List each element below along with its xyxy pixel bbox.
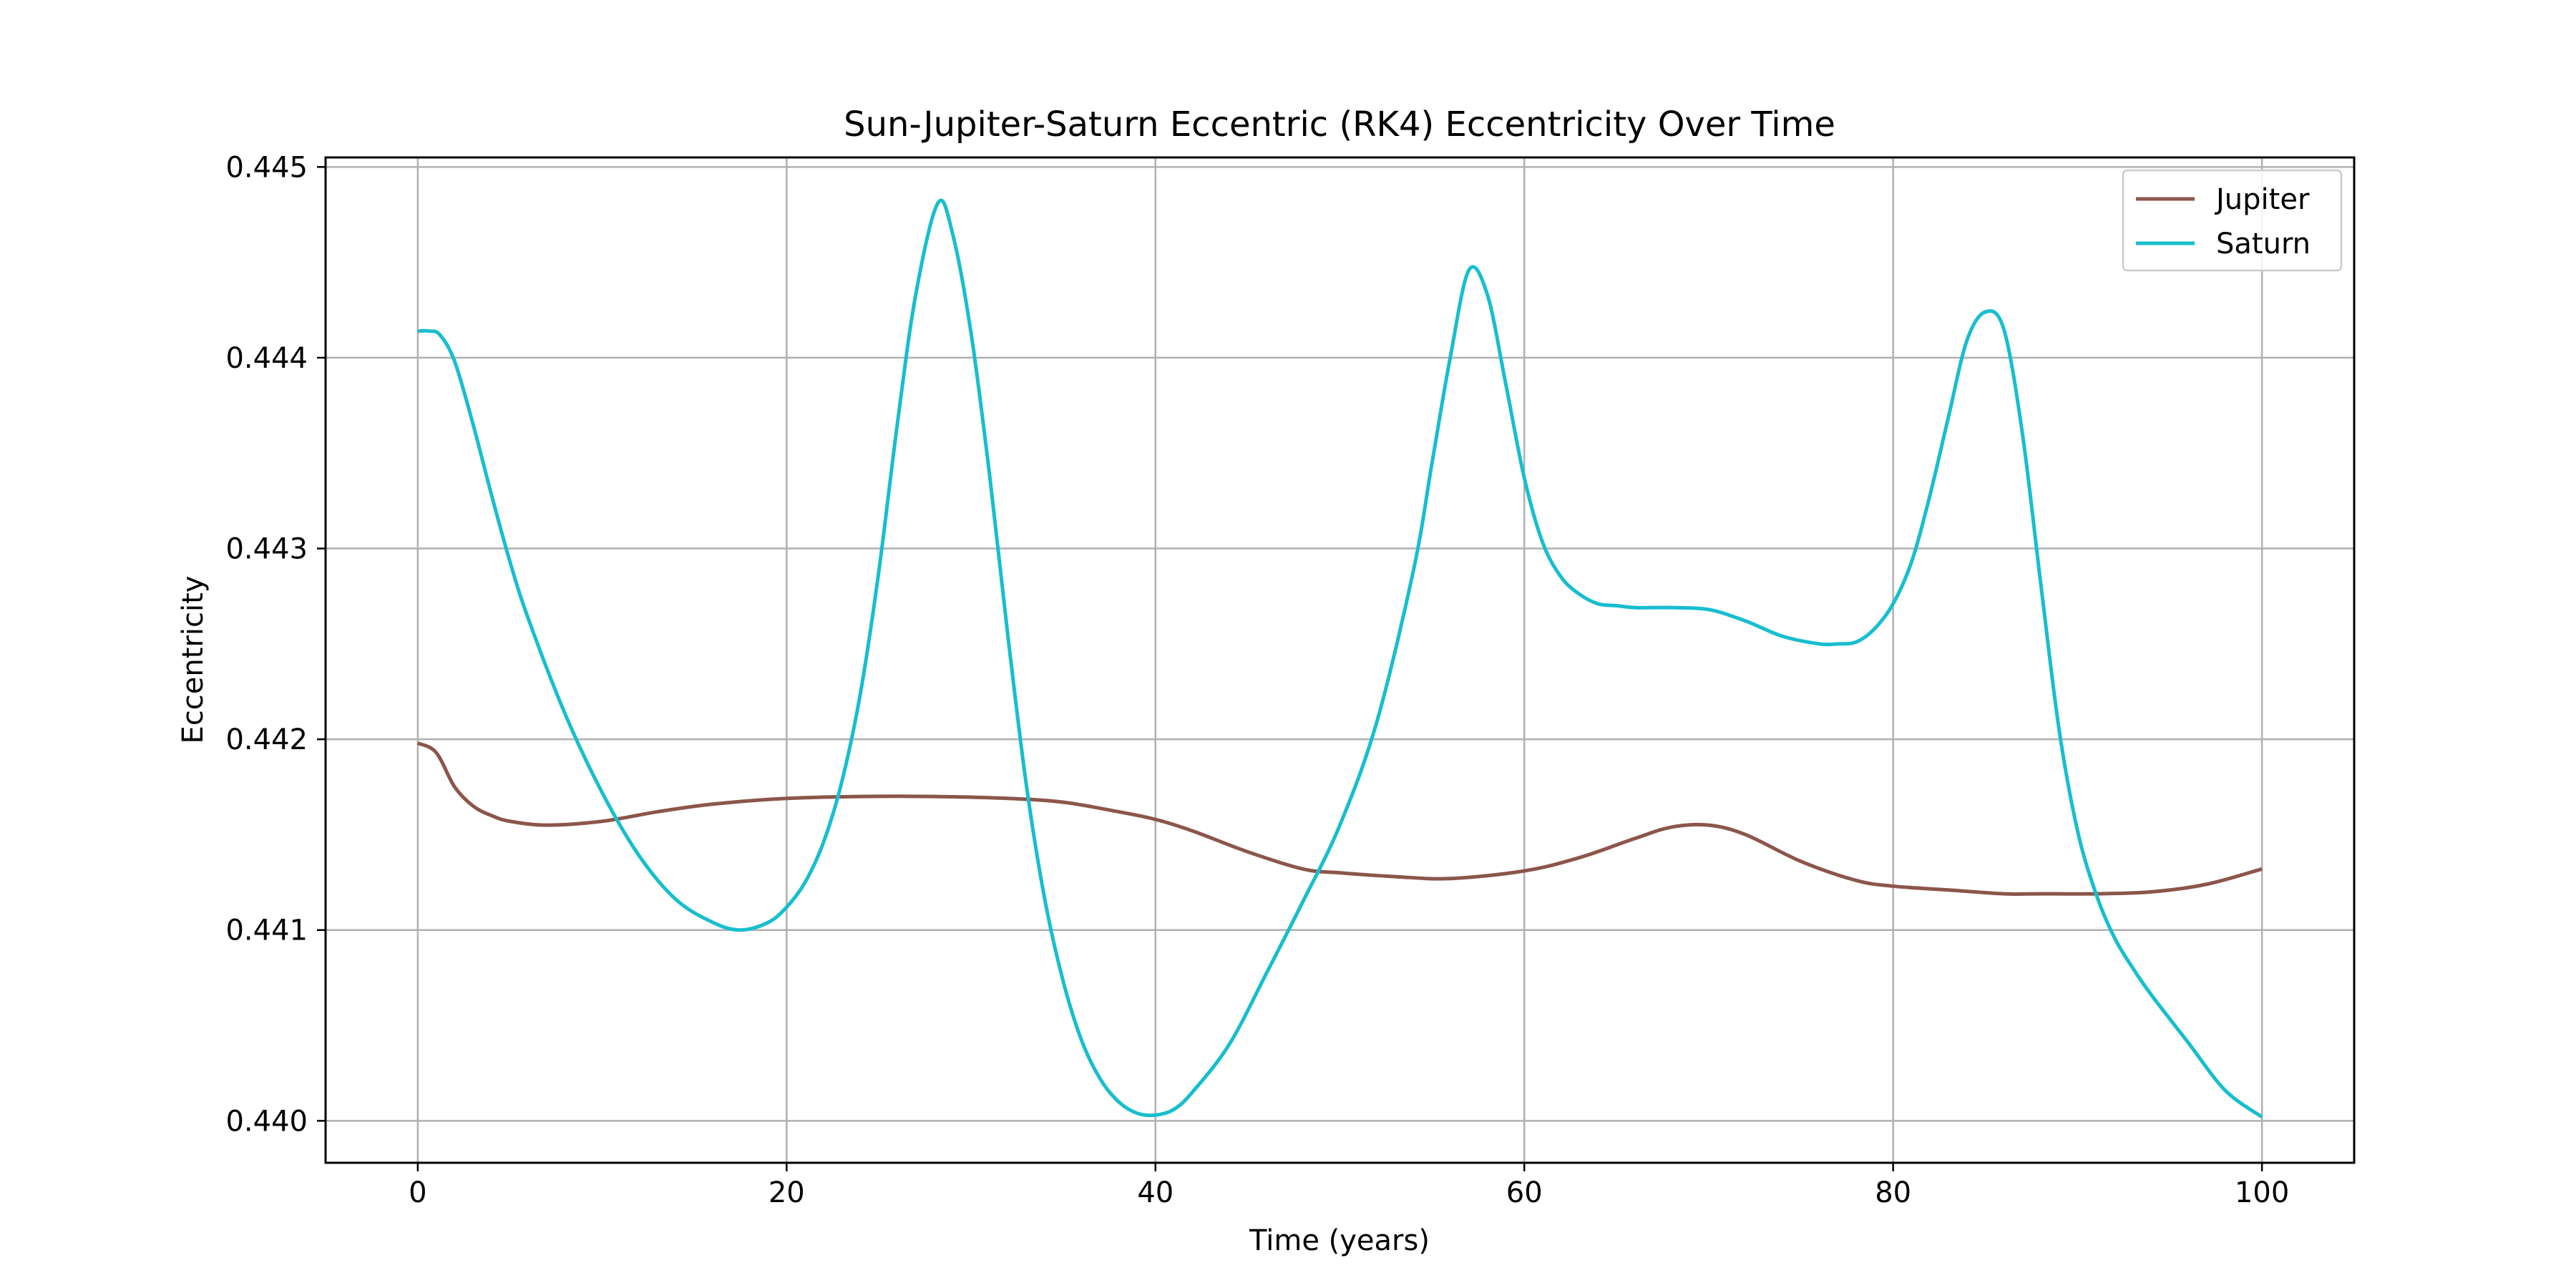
y-tick-label: 0.444 xyxy=(225,342,308,375)
y-tick-label: 0.440 xyxy=(225,1105,308,1138)
x-tick-label: 80 xyxy=(1875,1176,1911,1209)
x-tick-label: 40 xyxy=(1137,1176,1174,1209)
legend-box xyxy=(2122,169,2343,272)
x-tick-label: 100 xyxy=(2235,1176,2289,1209)
y-axis-label: Eccentricity xyxy=(177,576,210,744)
x-axis-label: Time (years) xyxy=(1249,1224,1430,1257)
y-tick-label: 0.441 xyxy=(225,914,308,947)
chart-title: Sun-Jupiter-Saturn Eccentric (RK4) Eccen… xyxy=(844,104,1835,145)
axis-ticks: 0 20 40 60 80 100 0.440 0.441 0.442 0.443 0.444 0.4… xyxy=(225,151,2289,1209)
y-tick-label: 0.445 xyxy=(225,151,308,184)
legend: Jupiter Saturn xyxy=(2122,169,2343,272)
legend-label-jupiter: Jupiter xyxy=(2214,183,2310,216)
series-line-saturn xyxy=(417,198,2263,1119)
x-tick-label: 0 xyxy=(409,1176,426,1209)
series-line-jupiter xyxy=(416,741,2263,896)
y-tick-label: 0.442 xyxy=(225,723,308,756)
series-lines xyxy=(416,198,2263,1119)
x-tick-label: 60 xyxy=(1506,1176,1543,1209)
plot-frame xyxy=(324,156,2356,1164)
x-tick-label: 20 xyxy=(769,1176,805,1209)
grid-lines xyxy=(326,157,2354,1163)
y-tick-label: 0.443 xyxy=(225,533,308,566)
legend-label-saturn: Saturn xyxy=(2216,228,2311,260)
